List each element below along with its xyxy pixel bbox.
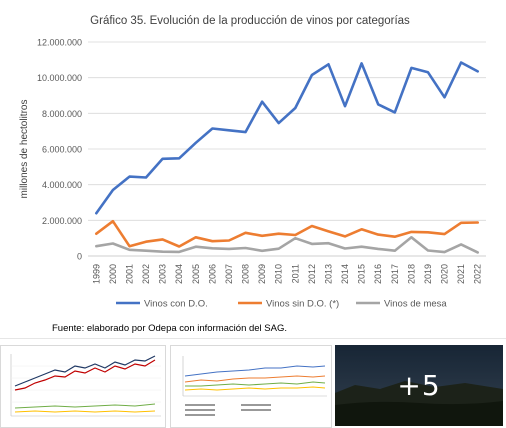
x-tick-label: 2004 (174, 264, 184, 284)
x-tick-label: 2003 (158, 264, 168, 284)
source-note: Fuente: elaborado por Odepa con informac… (52, 323, 287, 334)
x-tick-label: 2020 (440, 264, 450, 284)
y-tick-label: 0 (77, 252, 82, 262)
legend: Vinos con D.O. Vinos sin D.O. (*) Vinos de… (116, 299, 447, 310)
thumbnail-2-graphic (171, 346, 331, 427)
x-tick-label: 2014 (340, 264, 350, 284)
legend-label: Vinos sin D.O. (*) (266, 299, 339, 310)
vineyard-photo (335, 345, 503, 426)
x-tick-label: 2008 (241, 264, 251, 284)
y-axis-label: millones de hectolitros (19, 100, 30, 199)
x-tick-label: 2021 (456, 264, 466, 284)
y-tick-label: 12.000.000 (37, 38, 82, 48)
x-tick-labels: 1999 2000 2001 2002 2003 2004 2005 2006 2007 2008… (91, 264, 482, 284)
thumbnail-1-graphic (1, 346, 165, 427)
thumbnail-photo-more[interactable]: +5 (335, 345, 503, 426)
main-image-card[interactable]: Gráfico 35. Evolución de la producción d… (0, 0, 506, 339)
y-tick-label: 2.000.000 (42, 216, 82, 226)
x-tick-label: 2018 (406, 264, 416, 284)
x-tick-label: 2001 (124, 264, 134, 284)
x-tick-label: 1999 (91, 264, 101, 284)
legend-label: Vinos con D.O. (144, 299, 208, 310)
x-tick-label: 2007 (224, 264, 234, 284)
series-line-0 (95, 61, 480, 215)
production-line-chart: Gráfico 35. Evolución de la producción d… (19, 15, 486, 334)
series-line-1 (95, 219, 480, 248)
thumbnail-chart-1[interactable] (0, 345, 166, 428)
x-tick-label: 2017 (390, 264, 400, 284)
y-tick-label: 8.000.000 (42, 109, 82, 119)
x-tick-label: 2013 (323, 264, 333, 284)
x-tick-label: 2000 (108, 264, 118, 284)
gridlines (88, 41, 486, 257)
more-images-count: +5 (397, 369, 441, 402)
y-tick-labels: 0 2.000.000 4.000.000 6.000.000 8.000.000 10.… (37, 38, 82, 262)
thumbnail-chart-2[interactable] (170, 345, 332, 428)
chart-title: Gráfico 35. Evolución de la producción d… (90, 15, 410, 27)
y-tick-label: 10.000.000 (37, 73, 82, 83)
x-tick-label: 2016 (373, 264, 383, 284)
x-tick-label: 2009 (257, 264, 267, 284)
y-tick-label: 4.000.000 (42, 180, 82, 190)
x-tick-label: 2019 (423, 264, 433, 284)
x-tick-label: 2005 (191, 264, 201, 284)
series-lines (95, 61, 480, 254)
x-tick-label: 2010 (274, 264, 284, 284)
x-tick-label: 2002 (141, 264, 151, 284)
x-tick-label: 2015 (357, 264, 367, 284)
legend-label: Vinos de mesa (384, 299, 447, 310)
x-tick-label: 2022 (473, 264, 483, 284)
x-tick-label: 2011 (290, 264, 300, 283)
x-tick-label: 2012 (307, 264, 317, 284)
x-tick-label: 2006 (207, 264, 217, 284)
series-line-2 (95, 236, 480, 254)
thumbnail-strip: +5 (0, 345, 506, 428)
y-tick-label: 6.000.000 (42, 145, 82, 155)
